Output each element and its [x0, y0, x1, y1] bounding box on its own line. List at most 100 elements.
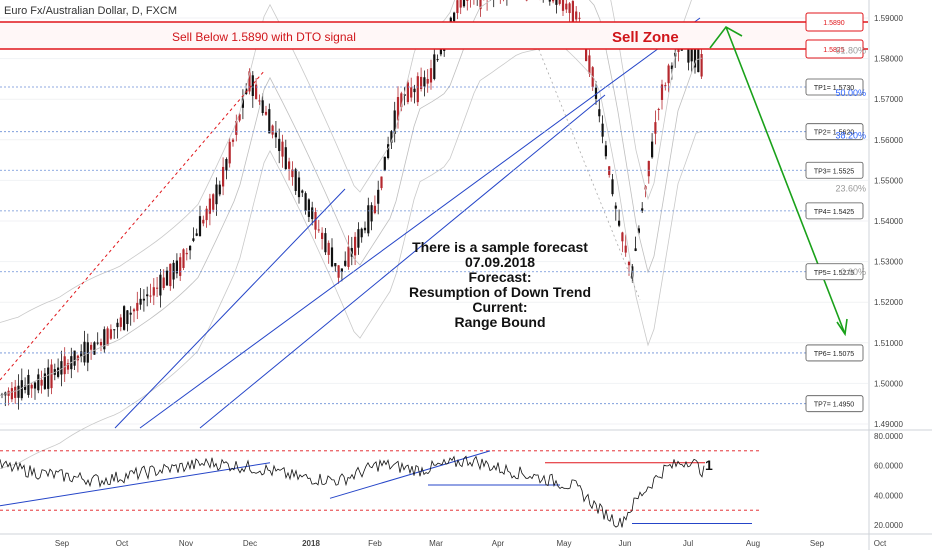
- sell-signal-text: Sell Below 1.5890 with DTO signal: [172, 30, 356, 44]
- candle-body: [701, 54, 703, 76]
- candle-body: [664, 85, 666, 86]
- price-axis-label: 1.56000: [874, 136, 903, 145]
- candle-body: [440, 49, 442, 54]
- tp-label: TP6= 1.5075: [814, 351, 854, 358]
- candle-body: [598, 109, 600, 116]
- candle-body: [60, 361, 62, 374]
- candle-body: [14, 387, 16, 398]
- candle-body: [433, 54, 435, 79]
- candle-body: [116, 323, 118, 327]
- candle-body: [173, 263, 175, 280]
- candle-body: [367, 205, 369, 233]
- candle-body: [288, 161, 290, 168]
- candle-body: [308, 199, 310, 216]
- time-axis-label: 2018: [302, 539, 320, 548]
- candle-body: [107, 328, 109, 345]
- candle-body: [611, 179, 613, 194]
- candle-body: [371, 205, 373, 221]
- time-axis-label: Nov: [179, 539, 193, 548]
- oscillator-marker: 1: [705, 457, 713, 473]
- candle-body: [215, 185, 217, 205]
- candle-body: [262, 100, 264, 113]
- price-axis-label: 1.52000: [874, 298, 903, 307]
- candle-body: [602, 124, 604, 137]
- candle-body: [549, 0, 551, 2]
- osc-axis-label: 40.0000: [874, 491, 903, 500]
- candle-body: [186, 253, 188, 254]
- candle-body: [295, 169, 297, 191]
- price-axis-label: 1.53000: [874, 258, 903, 267]
- candle-body: [166, 271, 168, 286]
- fib-label: 61.80%: [835, 45, 866, 55]
- time-axis-label: Apr: [492, 539, 505, 548]
- candle-body: [311, 207, 313, 219]
- candle-body: [427, 79, 429, 84]
- candle-body: [407, 82, 409, 102]
- candle-body: [413, 89, 415, 92]
- candle-body: [605, 145, 607, 156]
- time-axis-label: Jul: [683, 539, 693, 548]
- candle-body: [354, 237, 356, 256]
- candle-body: [252, 75, 254, 96]
- candle-body: [641, 208, 643, 210]
- candle-body: [430, 68, 432, 82]
- candle-body: [140, 299, 142, 305]
- candle-body: [572, 1, 574, 22]
- candle-body: [126, 310, 128, 324]
- time-axis-label: Sep: [810, 539, 825, 548]
- candle-body: [80, 351, 82, 356]
- candle-body: [268, 109, 270, 133]
- candle-body: [41, 380, 43, 386]
- candle-body: [374, 206, 376, 213]
- candle-body: [460, 0, 462, 8]
- candle-body: [182, 249, 184, 268]
- candle-body: [615, 206, 617, 209]
- candle-body: [159, 275, 161, 296]
- candle-body: [113, 329, 115, 330]
- tp-label: TP7= 1.4950: [814, 402, 854, 409]
- candle-body: [192, 238, 194, 241]
- candle-body: [625, 246, 627, 253]
- fib-label: 50.00%: [835, 88, 866, 98]
- candle-body: [575, 11, 577, 19]
- candle-body: [83, 342, 85, 363]
- time-axis-label: Feb: [368, 539, 382, 548]
- candle-body: [285, 147, 287, 169]
- candle-body: [380, 177, 382, 189]
- candle-body: [199, 216, 201, 236]
- candle-body: [453, 13, 455, 21]
- candle-body: [47, 368, 49, 389]
- candle-body: [133, 309, 135, 311]
- candle-body: [347, 247, 349, 267]
- candle-body: [156, 288, 158, 289]
- candle-body: [697, 50, 699, 72]
- candle-body: [569, 3, 571, 13]
- candle-body: [328, 243, 330, 255]
- candle-body: [278, 139, 280, 151]
- candle-body: [64, 356, 66, 374]
- tp-label: TP4= 1.5425: [814, 209, 854, 216]
- candle-body: [179, 257, 181, 276]
- fib-label: 38.20%: [835, 131, 866, 141]
- candle-body: [565, 4, 567, 10]
- candle-body: [344, 261, 346, 266]
- candle-body: [618, 221, 620, 226]
- candle-body: [232, 140, 234, 142]
- time-axis-label: Aug: [746, 539, 760, 548]
- candle-body: [146, 294, 148, 296]
- candle-body: [324, 233, 326, 252]
- candle-body: [57, 368, 59, 377]
- candle-body: [21, 380, 23, 398]
- candle-body: [377, 190, 379, 204]
- price-axis-label: 1.55000: [874, 176, 903, 185]
- chart-title: Euro Fx/Australian Dollar, D, FXCM: [4, 5, 177, 17]
- candle-body: [153, 287, 155, 295]
- time-axis-label: Dec: [243, 539, 257, 548]
- candle-body: [357, 229, 359, 247]
- candle-body: [229, 142, 231, 164]
- candle-body: [668, 65, 670, 83]
- candle-body: [202, 220, 204, 224]
- candle-body: [301, 191, 303, 193]
- candle-body: [196, 233, 198, 235]
